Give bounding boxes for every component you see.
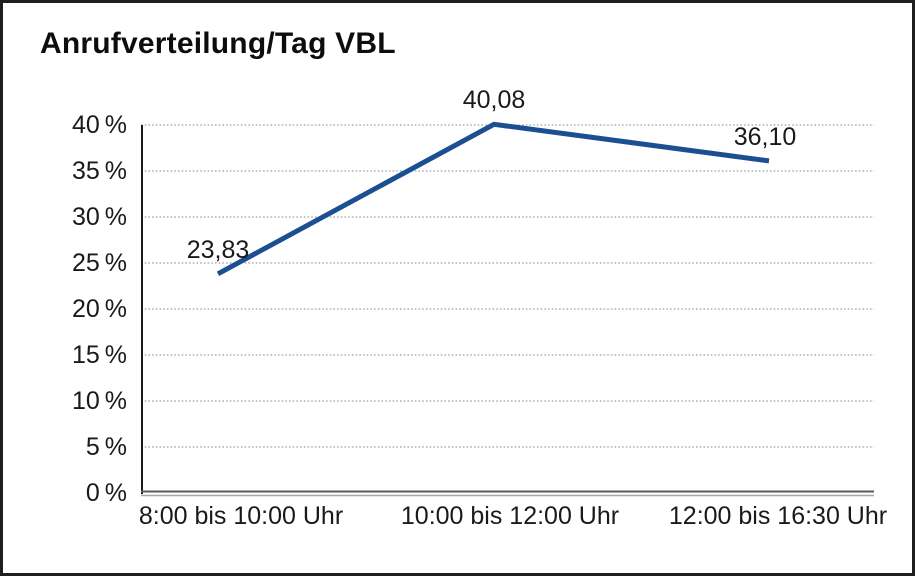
data-point-label: 40,08 xyxy=(462,86,526,115)
x-axis-category-label: 12:00 bis 16:30 Uhr xyxy=(668,502,888,530)
chart-title: Anrufverteilung/Tag VBL xyxy=(40,27,396,60)
y-axis-tick-label: 5 % xyxy=(85,433,127,461)
data-point-label: 36,10 xyxy=(733,122,797,151)
y-axis-tick-label: 25 % xyxy=(71,249,127,277)
y-axis-tick-label: 0 % xyxy=(85,479,127,507)
y-axis-tick-label: 40 % xyxy=(71,111,127,139)
y-axis-tick-label: 35 % xyxy=(71,157,127,185)
y-axis-tick-label: 20 % xyxy=(71,295,127,323)
y-axis-tick-label: 15 % xyxy=(71,341,127,369)
series-line xyxy=(216,121,770,276)
y-axis-tick-label: 10 % xyxy=(71,387,127,415)
x-axis-category-label: 10:00 bis 12:00 Uhr xyxy=(400,502,620,530)
y-axis-tick-label: 30 % xyxy=(71,203,127,231)
x-axis-category-label: 8:00 bis 10:00 Uhr xyxy=(138,502,344,530)
data-point-label: 23,83 xyxy=(186,235,250,264)
